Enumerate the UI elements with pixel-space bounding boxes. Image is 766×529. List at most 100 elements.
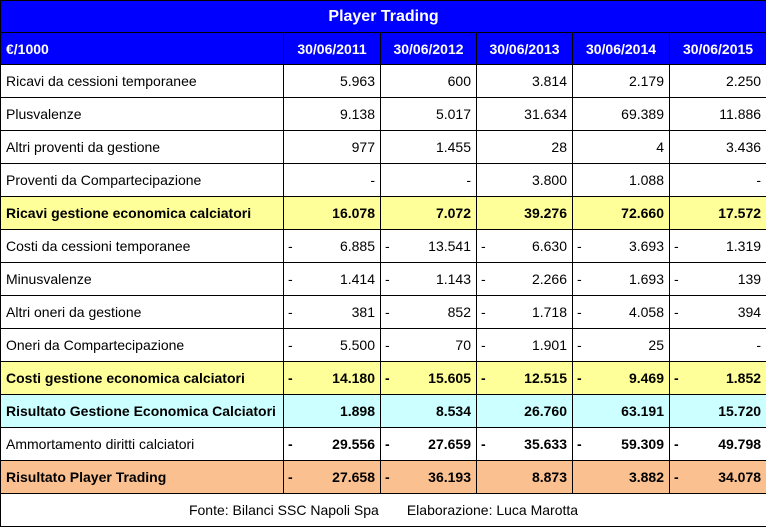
value-cell: - 1.414 — [283, 262, 381, 296]
negative-sign: - — [674, 436, 679, 452]
cell-value: 34.078 — [718, 469, 762, 485]
cell-value: 12.515 — [524, 370, 567, 386]
header-date-2014: 30/06/2014 — [572, 32, 670, 65]
cell-value: 5.500 — [339, 337, 375, 353]
value-cell: - 6.885 — [283, 229, 381, 263]
cell-value: 35.633 — [524, 436, 567, 452]
footer-row: Fonte: Bilanci SSC Napoli Spa Elaborazion… — [0, 493, 766, 527]
table-row: Risultato Gestione Economica Calciatori 1… — [0, 394, 766, 428]
negative-sign: - — [481, 436, 486, 452]
cell-value: 139 — [737, 271, 762, 287]
negative-sign: - — [481, 337, 486, 353]
value-cell: - 34.078 — [668, 460, 766, 494]
negative-sign: - — [385, 271, 390, 287]
value-cell: 3.436 — [668, 130, 766, 164]
value-cell: - 381 — [283, 295, 381, 329]
cell-value: 6.885 — [339, 238, 375, 254]
negative-sign: - — [674, 304, 679, 320]
value-cell: 2.250 — [668, 64, 766, 98]
row-label: Costi gestione economica calciatori — [0, 361, 284, 395]
cell-value: 1.455 — [435, 139, 471, 155]
value-cell: 72.660 — [572, 196, 670, 230]
value-cell: - — [668, 328, 766, 362]
cell-value: 49.798 — [718, 436, 762, 452]
negative-sign: - — [288, 304, 293, 320]
value-cell: 2.179 — [572, 64, 670, 98]
negative-sign: - — [288, 436, 293, 452]
row-label: Risultato Gestione Economica Calciatori — [0, 394, 284, 428]
cell-value: 39.276 — [524, 205, 567, 221]
source-note: Fonte: Bilanci SSC Napoli Spa — [188, 502, 379, 518]
value-cell: 7.072 — [380, 196, 477, 230]
cell-value: 1.898 — [339, 403, 375, 419]
cell-value: 2.266 — [531, 271, 567, 287]
cell-value: 14.180 — [332, 370, 375, 386]
table-row: Altri proventi da gestione 977 1.455 28 4 3.4… — [0, 130, 766, 164]
cell-value: - — [756, 337, 762, 353]
value-cell: - 1.901 — [476, 328, 573, 362]
header-row: €/1000 30/06/2011 30/06/2012 30/06/2013 … — [0, 32, 766, 65]
value-cell: - 15.605 — [380, 361, 477, 395]
header-date-2013: 30/06/2013 — [476, 32, 573, 65]
cell-value: 3.800 — [531, 172, 567, 188]
cell-value: 69.389 — [621, 106, 664, 122]
value-cell: - 1.852 — [668, 361, 766, 395]
table-row: Costi gestione economica calciatori -14.1… — [0, 361, 766, 395]
cell-value: 5.017 — [435, 106, 471, 122]
value-cell: - 6.630 — [476, 229, 573, 263]
value-cell: - — [283, 163, 381, 197]
cell-value: 4 — [656, 139, 664, 155]
table-row: Proventi da Compartecipazione - - 3.800 1.08… — [0, 163, 766, 197]
table-title: Player Trading — [0, 0, 766, 33]
value-cell: - 1.693 — [572, 262, 670, 296]
cell-value: 72.660 — [621, 205, 664, 221]
negative-sign: - — [288, 238, 293, 254]
value-cell: 5.017 — [380, 97, 477, 131]
cell-value: 16.078 — [332, 205, 375, 221]
value-cell: 69.389 — [572, 97, 670, 131]
cell-value: 3.693 — [628, 238, 664, 254]
row-label: Plusvalenze — [0, 97, 284, 131]
cell-value: 4.058 — [628, 304, 664, 320]
cell-value: 17.572 — [718, 205, 762, 221]
value-cell: - 139 — [668, 262, 766, 296]
cell-value: 15.605 — [428, 370, 471, 386]
value-cell: - 25 — [572, 328, 670, 362]
negative-sign: - — [674, 238, 679, 254]
value-cell: 5.963 — [283, 64, 381, 98]
negative-sign: - — [288, 370, 293, 386]
row-label: Oneri da Compartecipazione — [0, 328, 284, 362]
cell-value: 27.659 — [428, 436, 471, 452]
value-cell: - 27.658 — [283, 460, 381, 494]
negative-sign: - — [481, 370, 486, 386]
value-cell: - 1.319 — [668, 229, 766, 263]
cell-value: 28 — [551, 139, 567, 155]
author-note: Elaborazione: Luca Marotta — [406, 502, 579, 518]
cell-value: 9.138 — [339, 106, 375, 122]
cell-value: 1.088 — [628, 172, 664, 188]
value-cell: 8.873 — [476, 460, 573, 494]
value-cell: 28 — [476, 130, 573, 164]
cell-value: 26.760 — [524, 403, 567, 419]
cell-value: 852 — [447, 304, 471, 320]
value-cell: - 35.633 — [476, 427, 573, 461]
row-label: Altri proventi da gestione — [0, 130, 284, 164]
cell-value: 9.469 — [628, 370, 664, 386]
negative-sign: - — [674, 469, 679, 485]
cell-value: 13.541 — [428, 238, 471, 254]
value-cell: - 394 — [668, 295, 766, 329]
cell-value: 15.720 — [718, 403, 762, 419]
negative-sign: - — [481, 304, 486, 320]
cell-value: 36.193 — [428, 469, 471, 485]
cell-value: 27.658 — [332, 469, 375, 485]
row-label: Altri oneri da gestione — [0, 295, 284, 329]
value-cell: 26.760 — [476, 394, 573, 428]
negative-sign: - — [385, 337, 390, 353]
negative-sign: - — [385, 469, 390, 485]
cell-value: 63.191 — [621, 403, 664, 419]
cell-value: 25 — [648, 337, 664, 353]
cell-value: 3.882 — [628, 469, 664, 485]
negative-sign: - — [385, 436, 390, 452]
